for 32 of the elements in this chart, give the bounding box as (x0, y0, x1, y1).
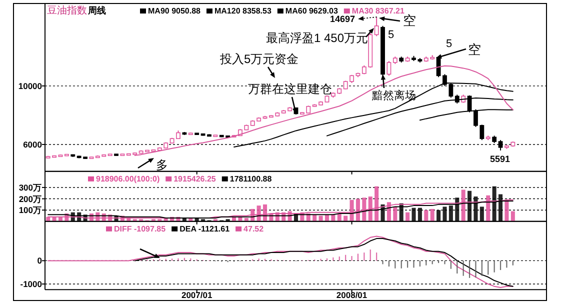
y-tick-label: 300万 (18, 182, 42, 192)
annotation: 空 (468, 42, 481, 57)
annotation: 最高浮盈1 450万元 (266, 31, 368, 45)
legend-label: MA30 8367.21 (352, 6, 405, 16)
legend-label: DEA -1121.61 (180, 224, 230, 234)
y-tick-label: 100万 (18, 205, 42, 216)
x-tick-label: 2008/01 (336, 290, 368, 300)
legend-label: 918906.00(100:0) (96, 174, 160, 184)
y-tick-label: 10000 (18, 80, 42, 91)
annotation: 5 (388, 29, 394, 41)
annotation: 投入5万元资金 (219, 52, 299, 66)
annotation: 5 (446, 38, 452, 50)
annotation: 多 (156, 158, 168, 172)
y-tick-label: 6000 (23, 139, 42, 150)
chart-title: 豆油指数 (47, 4, 87, 16)
annotation: 空 (403, 13, 416, 28)
x-tick-label: 2007/01 (181, 290, 212, 300)
y-tick-label: 0 (37, 256, 42, 266)
annotation: 黯然离场 (371, 89, 416, 102)
chart-subtitle: 周线 (87, 6, 106, 16)
legend-label: MA90 9050.88 (148, 6, 202, 16)
legend-label: DIFF -1097.85 (114, 224, 166, 234)
legend-label: MA60 9629.03 (285, 6, 338, 16)
legend-label: 47.52 (244, 224, 264, 234)
y-tick-label: 200万 (18, 194, 42, 204)
legend-label: 1781100.88 (230, 174, 272, 184)
y-tick-label: -1000 (20, 279, 42, 290)
annotation: 14697 (330, 14, 356, 24)
annotation: 万群在这里建仓 (248, 82, 332, 96)
annotation: 5591 (490, 154, 510, 164)
legend-label: 1915426.25 (174, 174, 216, 184)
legend-label: MA120 8358.53 (214, 6, 272, 16)
